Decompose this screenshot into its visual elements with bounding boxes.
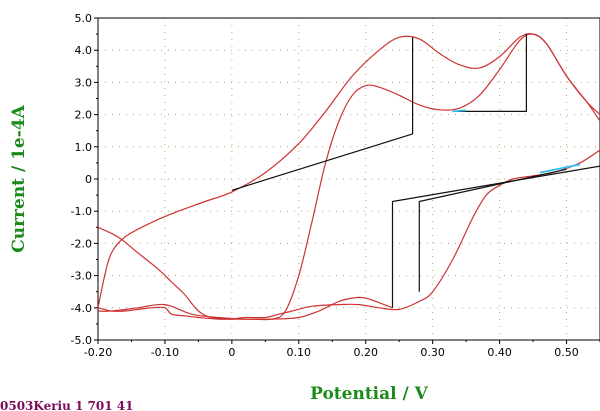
y-tick-label: -5.0 — [71, 334, 92, 347]
voltammogram-curve — [97, 33, 600, 308]
baseline-curve — [452, 34, 527, 112]
baseline-curve — [391, 165, 600, 308]
footer-text: 0503Keriu 1 701 41 — [0, 399, 133, 411]
y-tick-label: 4.0 — [75, 44, 93, 57]
y-tick-label: 1.0 — [75, 141, 93, 154]
voltammogram-curve — [97, 149, 600, 320]
x-tick-label: 0.20 — [353, 346, 378, 359]
x-tick-label: 0 — [228, 346, 235, 359]
y-tick-label: -4.0 — [71, 302, 92, 315]
x-tick-label: 0.40 — [487, 346, 512, 359]
voltammogram-curve — [97, 296, 393, 320]
grid — [98, 18, 600, 340]
marker-curve — [452, 109, 467, 113]
x-tick-label: -0.20 — [84, 346, 112, 359]
x-tick-label: 0.10 — [287, 346, 312, 359]
y-tick-label: 2.0 — [75, 109, 93, 122]
y-tick-label: -2.0 — [71, 237, 92, 250]
marker-curve — [539, 163, 581, 174]
x-axis-title: Potential / V — [310, 384, 429, 404]
x-tick-label: -0.10 — [151, 346, 179, 359]
voltammogram-curve — [97, 33, 600, 321]
baseline-curve — [231, 37, 414, 191]
baseline-curve — [418, 168, 567, 292]
y-axis-title: Current / 1e-4A — [9, 104, 29, 252]
series-group — [97, 33, 600, 321]
y-tick-label: -3.0 — [71, 270, 92, 283]
x-tick-label: 0.30 — [420, 346, 445, 359]
y-tick-label: 3.0 — [75, 76, 93, 89]
axis-ticks: -0.20 -0.10 0 0.10 0.20 0.30 0.40 0.50 5.0 4.0 3.0… — [71, 12, 600, 359]
y-tick-label: 0 — [85, 173, 92, 186]
y-tick-label: -1.0 — [71, 205, 92, 218]
y-tick-label: 5.0 — [75, 12, 93, 25]
x-tick-label: 0.50 — [554, 346, 579, 359]
